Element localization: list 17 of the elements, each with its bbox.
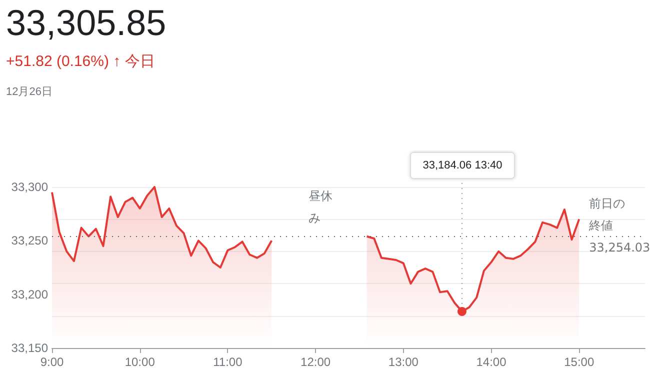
ref-line-label: 前日の終値 33,254.03 bbox=[588, 196, 650, 254]
x-tick-label: 11:00 bbox=[213, 355, 243, 369]
annotation: 33,184.06 13:40 bbox=[422, 160, 502, 172]
x-tick-label: 13:00 bbox=[388, 355, 419, 369]
text: 12月26日 bbox=[6, 85, 52, 99]
y-tick-label: 33,200 bbox=[11, 287, 48, 302]
x-tick-label: 10:00 bbox=[124, 355, 156, 369]
y-tick-label: 33,150 bbox=[11, 341, 48, 355]
y-tick-label: 33,300 bbox=[11, 180, 48, 194]
y-tick-label: 33,250 bbox=[11, 234, 48, 248]
x-tick-label: 14:00 bbox=[476, 355, 507, 369]
x-tick-label: 12:00 bbox=[300, 355, 331, 369]
annotation: 昼休み bbox=[308, 189, 332, 225]
x-tick-label: 9:00 bbox=[40, 355, 64, 369]
x-tick-label: 15:00 bbox=[564, 355, 594, 369]
chart-subtitle: +51.82 (0.16%) ↑ 今日 bbox=[6, 52, 155, 71]
chart-title: 33,305.85 bbox=[6, 2, 166, 44]
